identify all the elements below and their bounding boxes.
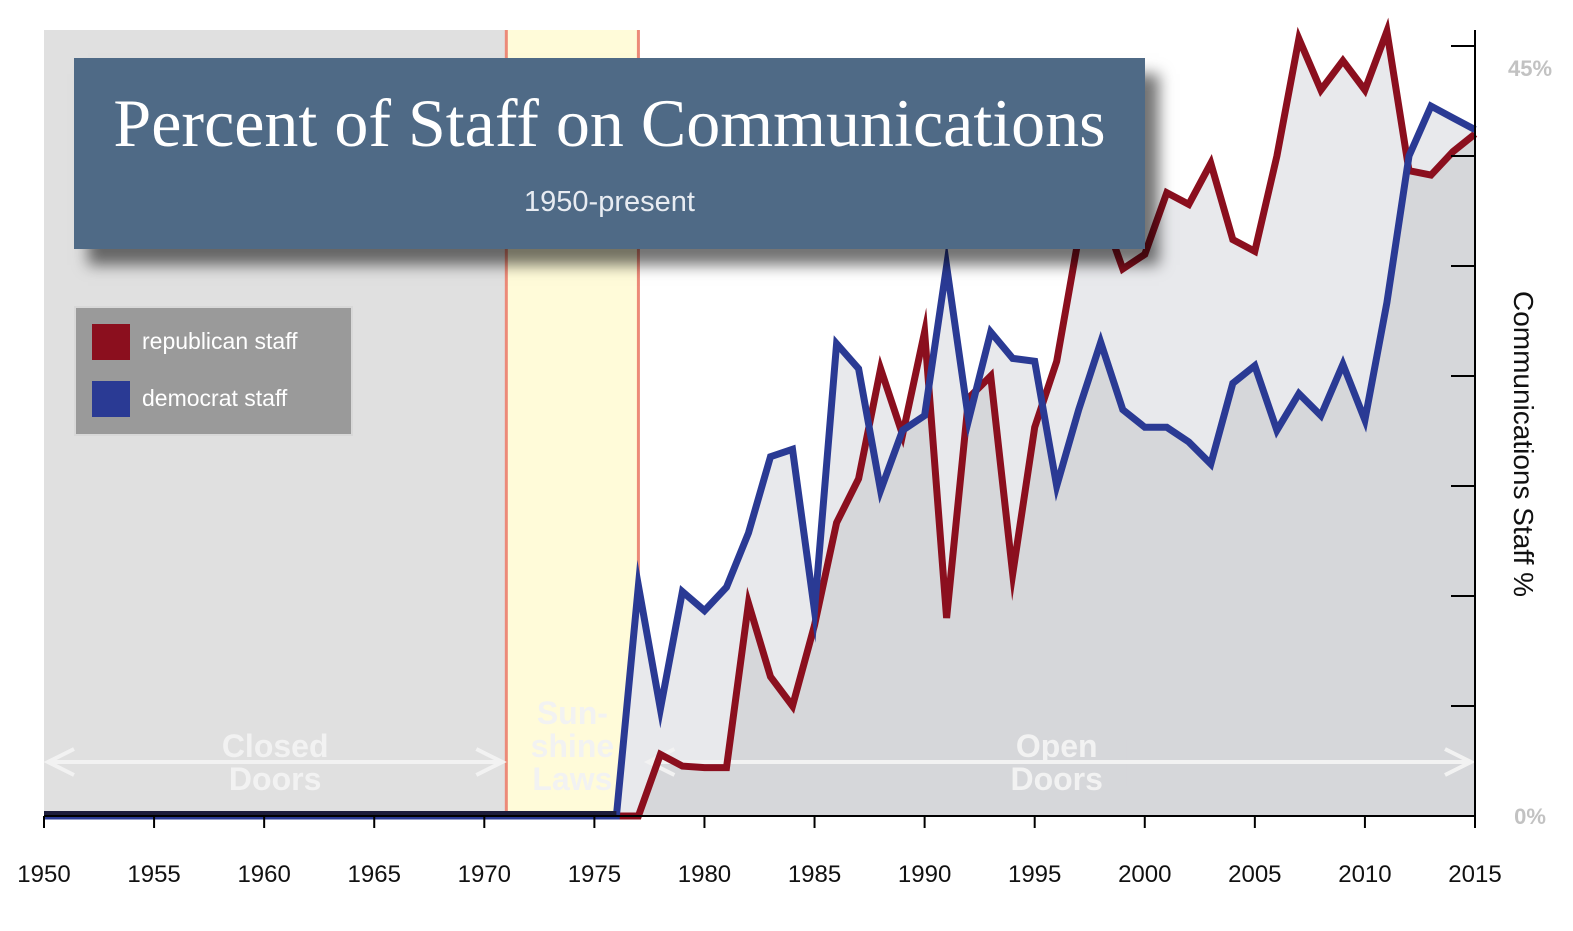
x-tick-label-1955: 1955 <box>127 861 180 888</box>
zone-arrow-head-right-0 <box>475 747 507 777</box>
legend-swatch-democrat <box>92 381 130 417</box>
axes: 1950 1955 1960 1965 1970 1975 1980 1985 1990 1995… <box>17 30 1552 888</box>
x-tick-label-1965: 1965 <box>348 861 401 888</box>
x-tick-label-2000: 2000 <box>1118 861 1171 888</box>
x-tick-label-1990: 1990 <box>898 861 951 888</box>
legend-swatch-republican <box>92 324 130 360</box>
area-overlap <box>44 134 1475 816</box>
x-tick-label-1960: 1960 <box>237 861 290 888</box>
chart-title: Percent of Staff on Communications <box>113 85 1106 161</box>
y-axis-label: Communications Staff % <box>1508 291 1539 597</box>
zone-label-2: Open Doors <box>1010 728 1102 797</box>
series-lines <box>44 17 1478 820</box>
legend-label-republican: republican staff <box>142 328 298 354</box>
zone-label-0: Closed Doors <box>222 728 329 797</box>
zone-arrow-head-left-0 <box>43 747 75 777</box>
x-tick-label-2005: 2005 <box>1228 861 1281 888</box>
x-tick-label-2010: 2010 <box>1338 861 1391 888</box>
x-tick-label-2015: 2015 <box>1448 861 1501 888</box>
chart-subtitle: 1950-present <box>524 186 695 218</box>
x-tick-label-1975: 1975 <box>568 861 621 888</box>
series-line-democrat <box>44 101 1477 820</box>
title-box: Percent of Staff on Communications 1950-… <box>74 58 1145 249</box>
area-fills <box>44 31 1475 817</box>
x-tick-label-1985: 1985 <box>788 861 841 888</box>
y-tick-label-0: 0% <box>1514 804 1546 829</box>
x-tick-label-1970: 1970 <box>458 861 511 888</box>
x-tick-label-1980: 1980 <box>678 861 731 888</box>
series-line-republican <box>44 17 1478 820</box>
zone-arrow-head-right-2 <box>1444 747 1476 777</box>
x-tick-label-1995: 1995 <box>1008 861 1061 888</box>
y-tick-label-45: 45% <box>1508 56 1552 81</box>
zone-arrow-0 <box>43 747 507 777</box>
x-tick-label-1950: 1950 <box>17 861 70 888</box>
zone-label-1: Sun-shine Laws <box>531 695 615 797</box>
zone-labels: Closed Doors Sun-shine Laws Open Doors <box>43 695 1476 797</box>
legend-label-democrat: democrat staff <box>142 385 288 411</box>
legend: republican staff democrat staff <box>74 306 353 436</box>
